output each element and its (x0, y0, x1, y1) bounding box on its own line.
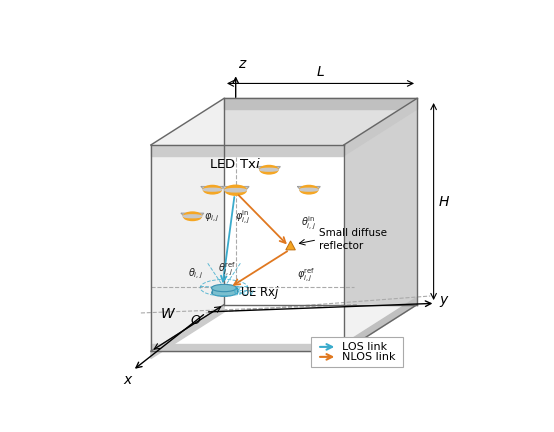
Ellipse shape (225, 188, 247, 192)
Ellipse shape (183, 215, 202, 218)
Text: NLOS link: NLOS link (342, 352, 396, 362)
FancyBboxPatch shape (311, 337, 403, 367)
Polygon shape (151, 98, 224, 351)
Polygon shape (212, 288, 237, 292)
Text: $O$: $O$ (190, 314, 201, 327)
Polygon shape (286, 241, 295, 250)
Polygon shape (344, 297, 417, 351)
Polygon shape (297, 187, 320, 190)
Text: $z$: $z$ (238, 57, 248, 71)
Text: $L$: $L$ (316, 66, 325, 79)
Text: $W$: $W$ (160, 307, 176, 321)
Ellipse shape (212, 284, 237, 292)
Polygon shape (181, 213, 204, 216)
Text: $\varphi_{i,j}$: $\varphi_{i,j}$ (204, 212, 220, 224)
Ellipse shape (260, 165, 278, 174)
Text: $\varphi^{\rm ref}_{i,j}$: $\varphi^{\rm ref}_{i,j}$ (297, 267, 316, 284)
Polygon shape (344, 98, 417, 351)
Text: Small diffuse
reflector: Small diffuse reflector (319, 228, 387, 251)
Text: UE Rx$j$: UE Rx$j$ (240, 283, 280, 301)
Text: $y$: $y$ (439, 295, 449, 309)
Ellipse shape (203, 188, 222, 191)
Text: $\theta^{\rm ref}_{i,j}$: $\theta^{\rm ref}_{i,j}$ (218, 261, 237, 278)
Polygon shape (222, 187, 249, 190)
Polygon shape (151, 305, 417, 351)
Polygon shape (151, 145, 344, 156)
Ellipse shape (225, 185, 247, 195)
Text: $\varphi^{\rm in}_{i,j}$: $\varphi^{\rm in}_{i,j}$ (235, 208, 251, 226)
Polygon shape (258, 167, 280, 170)
Polygon shape (151, 145, 344, 351)
Ellipse shape (212, 289, 237, 296)
Polygon shape (224, 98, 417, 109)
Text: $x$: $x$ (123, 373, 134, 387)
Polygon shape (151, 305, 224, 359)
Text: $\theta_{\rm FOV}$: $\theta_{\rm FOV}$ (233, 284, 255, 298)
Text: $H$: $H$ (438, 194, 450, 209)
Text: LED Tx$i$: LED Tx$i$ (209, 156, 260, 171)
Text: $\theta^{\rm in}_{i,j}$: $\theta^{\rm in}_{i,j}$ (301, 215, 316, 232)
Polygon shape (201, 187, 224, 190)
Ellipse shape (300, 185, 318, 194)
Ellipse shape (203, 185, 222, 194)
Ellipse shape (260, 168, 278, 171)
Polygon shape (151, 98, 417, 145)
Text: LOS link: LOS link (342, 342, 387, 352)
Polygon shape (151, 344, 344, 351)
Text: $\theta_{i,j}$: $\theta_{i,j}$ (188, 267, 203, 281)
Ellipse shape (300, 188, 318, 191)
Ellipse shape (183, 212, 202, 220)
Polygon shape (344, 98, 417, 156)
